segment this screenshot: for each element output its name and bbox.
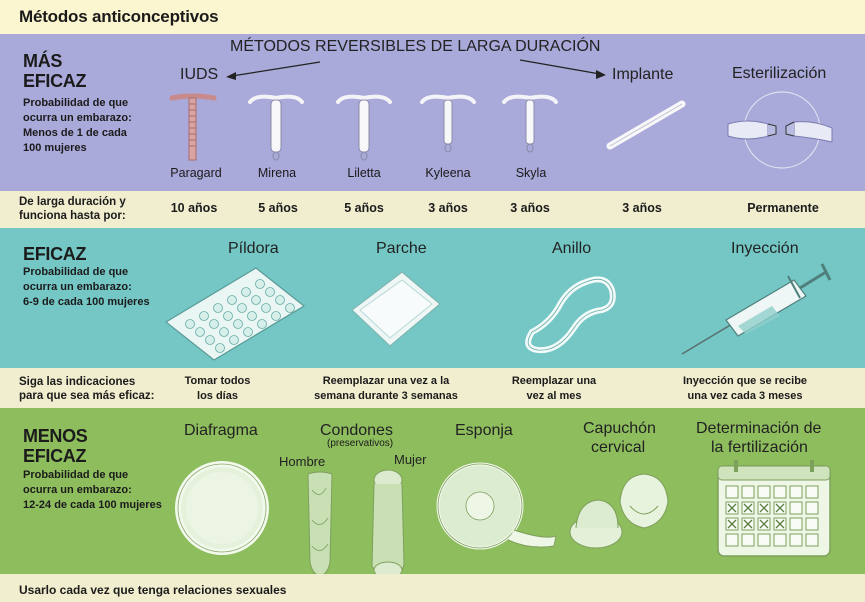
mirena-iud-icon [248,94,304,161]
device-paragard: Paragard [170,166,222,180]
section-less-effective: MENOS EFICAZ Probabilidad de que ocurra … [0,408,865,579]
duration-sterilization: Permanente [747,201,819,215]
instr-inj-1: Inyección que se recibe [682,375,808,387]
most-heading-2: EFICAZ [23,71,87,91]
less-prob-2: ocurra un embarazo: [23,484,132,496]
instr-ring-1: Reemplazar una [511,375,597,387]
skyla-iud-icon [502,94,558,153]
most-heading-1: MÁS [23,51,63,71]
paragard-iud-icon [169,93,217,161]
instr-pill-2: los días [197,390,238,402]
instr-row-label-1: Siga las indicaciones [19,376,136,388]
male-condom-icon [307,471,333,577]
instr-row-label-2: para que sea más eficaz: [19,390,155,402]
device-kyleena: Kyleena [425,166,471,180]
method-ring: Anillo [552,240,592,257]
larc-arrows [226,59,606,80]
condom-female: Mujer [394,452,427,467]
condoms-sub: (preservativos) [327,438,394,449]
most-prob-3: Menos de 1 de cada [23,127,127,139]
method-injection: Inyección [731,240,799,257]
less-heading-2: EFICAZ [23,446,87,466]
method-cap-2: cervical [591,439,646,456]
calendar-icon [717,460,831,557]
instr-inj-2: una vez cada 3 meses [687,390,803,402]
eff-prob-2: ocurra un embarazo: [23,281,132,293]
eff-heading: EFICAZ [23,244,87,264]
method-patch: Parche [376,240,427,257]
section-effective: EFICAZ Probabilidad de que ocurra un emb… [0,228,865,368]
diaphragm-icon [175,461,269,555]
page-title: Métodos anticonceptivos [19,7,219,26]
patch-icon [351,271,441,347]
duration-paragard: 10 años [170,201,218,215]
duration-mirena: 5 años [258,201,298,215]
sterilization-label: Esterilización [732,65,827,82]
most-prob-2: ocurra un embarazo: [23,112,132,124]
method-sponge: Esponja [455,422,513,439]
method-fam-1: Determinación de [696,420,822,437]
device-mirena: Mirena [257,166,297,180]
device-skyla: Skyla [515,166,547,180]
duration-implant: 3 años [622,201,662,215]
ring-icon [525,276,616,354]
method-condoms: Condones [320,422,393,439]
less-prob-1: Probabilidad de que [23,469,129,481]
eff-prob-1: Probabilidad de que [23,266,129,278]
pill-pack-icon [164,267,306,361]
instr-patch-1: Reemplazar una vez a la [322,375,450,387]
larc-title: MÉTODOS REVERSIBLES DE LARGA DURACIÓN [230,38,601,55]
method-cap-1: Capuchón [583,420,656,437]
syringe-icon [681,263,832,355]
row-instructions: Siga las indicaciones para que sea más e… [0,368,865,408]
duration-liletta: 5 años [344,201,384,215]
method-fam-2: la fertilización [711,439,808,456]
duration-skyla: 3 años [510,201,550,215]
eff-prob-3: 6-9 de cada 100 mujeres [23,296,150,308]
cervical-cap-icon [569,473,669,549]
row-usage: Usarlo cada vez que tenga relaciones sex… [0,574,865,602]
duration-kyleena: 3 años [428,201,468,215]
usage-row-label: Usarlo cada vez que tenga relaciones sex… [19,583,287,597]
kyleena-iud-icon [420,94,476,153]
sponge-icon [436,462,557,550]
duration-row-label-1: De larga duración y [19,196,126,208]
method-pill: Píldora [228,240,279,257]
row-duration: De larga duración y funciona hasta por: … [0,191,865,228]
female-condom-icon [371,469,405,579]
instr-ring-2: vez al mes [526,390,582,402]
liletta-iud-icon [336,94,392,161]
implant-rod-icon [606,100,686,150]
instr-pill-1: Tomar todos [184,375,251,387]
implant-label: Implante [612,66,674,83]
title-bar: Métodos anticonceptivos [0,0,865,34]
most-prob-4: 100 mujeres [23,142,87,154]
condom-male: Hombre [279,454,326,469]
less-prob-3: 12-24 de cada 100 mujeres [23,499,162,511]
most-prob-1: Probabilidad de que [23,97,129,109]
device-liletta: Liletta [347,166,381,180]
sterilization-tubes-icon [727,91,833,169]
less-heading-1: MENOS [23,426,88,446]
iuds-label: IUDS [180,66,219,83]
instr-patch-2: semana durante 3 semanas [314,390,458,402]
duration-row-label-2: funciona hasta por: [19,210,126,222]
method-diaphragm: Diafragma [184,422,258,439]
section-most-effective: MÁS EFICAZ Probabilidad de que ocurra un… [0,34,865,191]
